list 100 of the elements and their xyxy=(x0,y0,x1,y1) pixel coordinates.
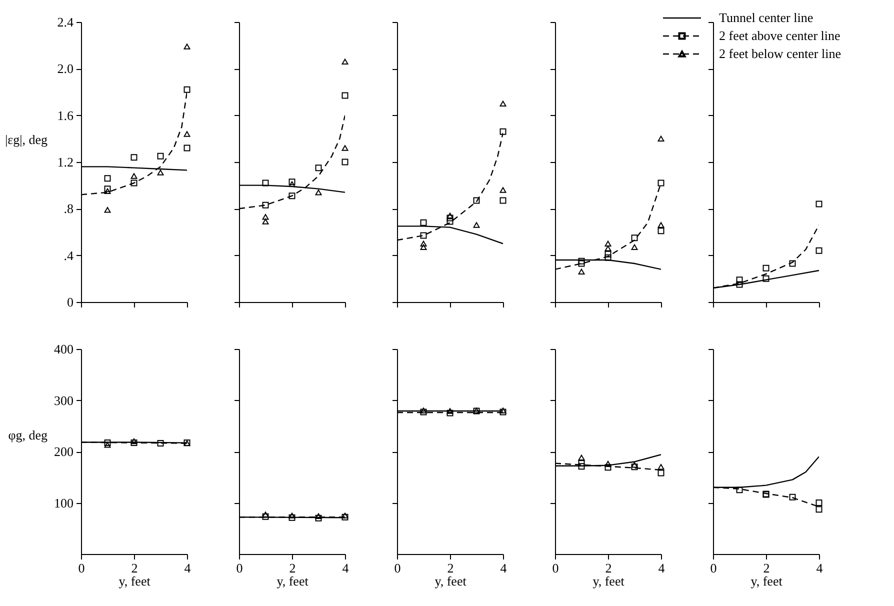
x-tick-label: 4 xyxy=(500,560,508,576)
y-axis-title: |εg|, deg xyxy=(5,132,48,148)
point xyxy=(578,454,585,461)
legend-label: Tunnel center line xyxy=(719,10,814,25)
point xyxy=(130,180,138,186)
point xyxy=(262,214,269,220)
point xyxy=(342,92,348,99)
point xyxy=(473,222,480,228)
point xyxy=(604,250,612,258)
point xyxy=(604,464,612,471)
point xyxy=(736,281,743,288)
point xyxy=(631,464,638,470)
y-tick-label: 400 xyxy=(54,342,74,356)
y-tick-label: 0 xyxy=(67,294,74,310)
y-tick-label: .8 xyxy=(64,201,74,216)
point xyxy=(446,218,454,225)
x-tick-label: 4 xyxy=(816,560,824,576)
x-tick-label: 0 xyxy=(78,560,85,576)
y-tick-label: 300 xyxy=(54,392,74,408)
x-tick-label: 0 xyxy=(394,560,401,576)
point xyxy=(104,175,111,182)
point xyxy=(578,268,585,275)
point xyxy=(342,145,348,151)
point xyxy=(789,494,796,500)
point xyxy=(288,178,296,186)
y-tick-label: 200 xyxy=(54,444,74,459)
point xyxy=(288,192,296,200)
point xyxy=(658,136,664,142)
x-tick-label: 4 xyxy=(342,560,350,576)
point xyxy=(658,222,664,228)
y-tick-label: 1.6 xyxy=(57,108,74,123)
x-axis-title: y, feet xyxy=(750,574,783,588)
x-tick-label: 2 xyxy=(289,560,296,576)
point xyxy=(184,44,190,50)
point xyxy=(816,247,822,254)
point xyxy=(420,232,427,239)
point xyxy=(500,100,506,107)
point xyxy=(604,245,612,252)
point xyxy=(631,244,638,250)
point xyxy=(816,500,822,506)
point xyxy=(157,152,164,160)
point xyxy=(658,228,664,234)
x-tick-label: 0 xyxy=(710,560,717,576)
x-tick-label: 2 xyxy=(605,560,612,576)
point xyxy=(658,470,664,476)
point xyxy=(604,254,612,261)
point xyxy=(184,144,190,152)
point xyxy=(578,260,585,267)
point xyxy=(578,463,585,470)
point xyxy=(473,197,480,204)
point xyxy=(604,240,612,247)
y-tick-label: 2.0 xyxy=(57,61,74,76)
x-axis-title: y, feet xyxy=(276,574,309,588)
point xyxy=(658,464,664,470)
point xyxy=(104,188,111,194)
point xyxy=(446,212,454,219)
point xyxy=(578,258,585,264)
point xyxy=(184,131,190,137)
point xyxy=(104,206,111,213)
x-axis-title: y, feet xyxy=(592,574,625,588)
x-axis-title: y, feet xyxy=(434,574,467,588)
point xyxy=(816,506,822,513)
point xyxy=(736,276,743,284)
point xyxy=(658,180,664,186)
point xyxy=(262,202,269,208)
x-axis-title: y, feet xyxy=(118,574,151,588)
point xyxy=(736,486,743,494)
point xyxy=(262,218,269,224)
point xyxy=(157,170,164,176)
point xyxy=(762,275,770,282)
point xyxy=(184,86,190,93)
point xyxy=(315,189,322,196)
point xyxy=(342,158,348,166)
x-tick-label: 2 xyxy=(763,560,770,576)
x-tick-label: 4 xyxy=(658,560,666,576)
point xyxy=(130,173,138,179)
point xyxy=(500,187,506,193)
point xyxy=(315,164,322,172)
legend-label: 2 feet above center line xyxy=(719,28,840,43)
legend-label: 2 feet below center line xyxy=(719,46,842,61)
point xyxy=(631,234,638,242)
point xyxy=(816,200,822,208)
x-tick-label: 2 xyxy=(131,560,138,576)
point xyxy=(631,462,638,468)
y-tick-label: 100 xyxy=(54,495,74,510)
x-tick-label: 4 xyxy=(184,560,192,576)
point xyxy=(789,260,796,267)
point xyxy=(762,264,770,272)
point xyxy=(130,154,138,161)
y-tick-label: 1.2 xyxy=(57,154,74,170)
point xyxy=(420,240,427,247)
x-tick-label: 0 xyxy=(552,560,559,576)
point xyxy=(420,219,427,226)
y-axis-title: φg, deg xyxy=(8,428,48,443)
point xyxy=(342,58,348,65)
point xyxy=(420,244,427,250)
point xyxy=(500,197,506,204)
y-tick-label: 2.4 xyxy=(57,14,74,30)
point xyxy=(104,186,111,192)
point xyxy=(446,214,454,222)
